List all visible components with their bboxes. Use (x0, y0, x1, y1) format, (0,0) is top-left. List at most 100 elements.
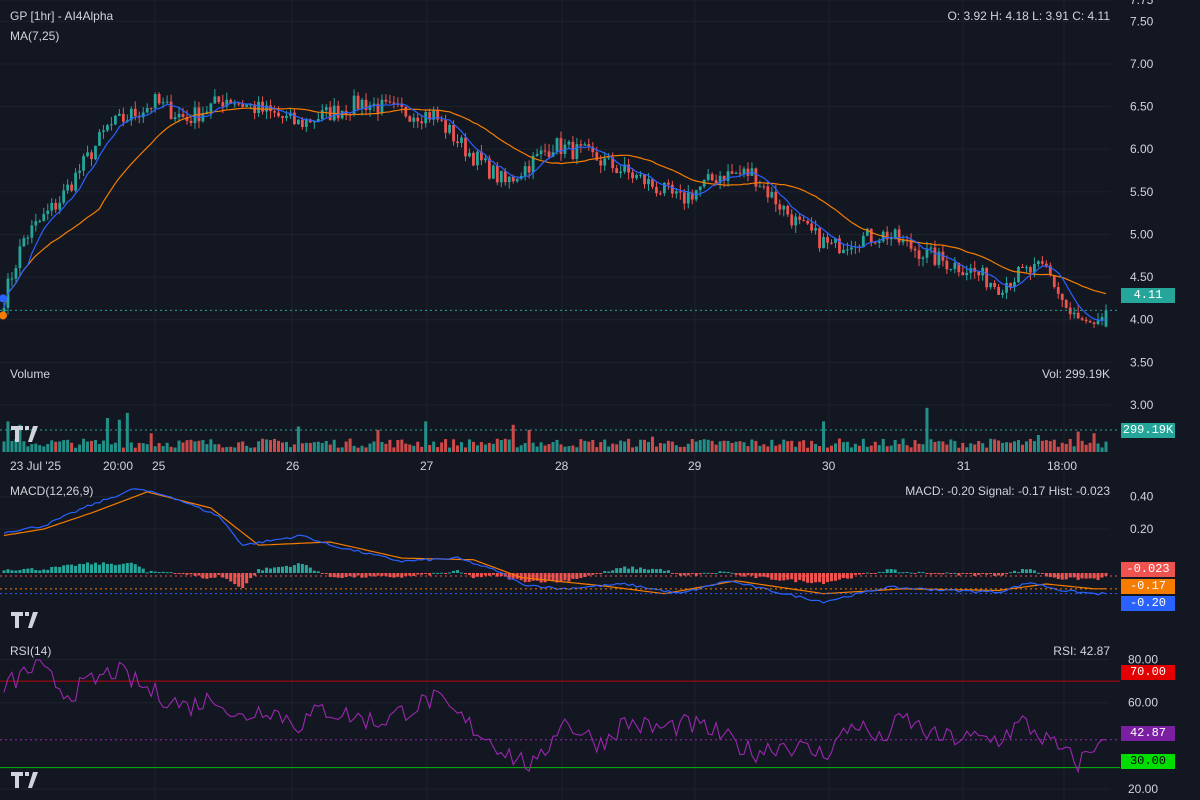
macd-hist-bar (273, 567, 277, 573)
volume-bar (316, 441, 320, 452)
candle-body (38, 220, 42, 222)
macd-hist-bar (86, 562, 90, 573)
volume-bar (714, 444, 718, 452)
macd-hist-bar (2, 570, 6, 573)
candle-body (814, 227, 817, 231)
candle-body (209, 103, 213, 112)
macd-hist-bar (889, 569, 893, 573)
macd-hist-bar (901, 572, 905, 574)
volume-bar (611, 443, 615, 452)
volume-bar (662, 443, 666, 452)
volume-bar (849, 447, 853, 452)
volume-bar (2, 441, 6, 452)
candle-body (480, 151, 483, 161)
volume-bar (364, 447, 368, 452)
volume-bar (615, 444, 619, 452)
candle-body (149, 107, 153, 109)
volume-bar (93, 439, 98, 452)
macd-hist-bar (619, 568, 623, 573)
volume-bar (265, 439, 269, 452)
candle-body (686, 192, 690, 204)
volume-bar (448, 447, 452, 452)
candle-body (997, 286, 1000, 295)
macd-hist-bar (738, 573, 742, 576)
candle-body (42, 213, 46, 221)
volume-bar (1001, 442, 1005, 452)
macd-hist-bar (384, 573, 388, 576)
volume-bar (137, 442, 141, 452)
candle-body (543, 150, 547, 152)
volume-bar (157, 443, 161, 452)
volume-bar (670, 441, 674, 452)
volume-bar (762, 444, 766, 452)
candle-body (145, 107, 149, 113)
macd-hist-bar (1016, 572, 1020, 574)
time-tick-label: 30 (822, 459, 836, 473)
volume-bar (6, 421, 10, 452)
volume-bar (503, 438, 507, 452)
candle-body (834, 238, 837, 244)
macd-hist-bar (161, 571, 165, 573)
volume-bar (412, 445, 416, 452)
macd-hist-bar (241, 573, 245, 589)
candle-body (289, 112, 292, 116)
macd-hist-bar (280, 566, 284, 573)
macd-hist-bar (316, 571, 320, 573)
candle-body (690, 192, 694, 200)
volume-bar (201, 439, 205, 452)
volume-bar (368, 443, 372, 452)
candle-body (893, 229, 897, 238)
volume-bar (46, 443, 50, 452)
candle-body (58, 202, 62, 210)
candle-body (909, 239, 913, 249)
volume-bar (818, 446, 822, 452)
volume-bar (527, 429, 531, 452)
candle-body (364, 99, 368, 111)
candle-body (376, 103, 380, 114)
candle-body (86, 152, 89, 157)
macd-hist-bar (742, 573, 746, 577)
macd-hist-bar (265, 567, 269, 573)
candle-body (933, 247, 937, 265)
candle-body (539, 150, 543, 154)
candle-body (50, 202, 54, 211)
macd-hist-bar (185, 573, 189, 575)
price-tick-label: 6.00 (1130, 142, 1154, 156)
candle-body (555, 138, 559, 153)
candle-body (869, 228, 873, 243)
volume-bar (666, 440, 670, 452)
candle-body (428, 112, 432, 120)
macd-hist-bar (1092, 573, 1096, 579)
candle-body (257, 101, 261, 114)
candle-body (217, 96, 221, 103)
candle-body (651, 179, 654, 187)
volume-bar (296, 426, 300, 452)
ohlc-readout: O: 3.92 H: 4.18 L: 3.91 C: 4.11 (947, 9, 1110, 23)
macd-hist-bar (62, 565, 66, 573)
candle-body (511, 176, 515, 182)
macd-hist-bar (1076, 573, 1080, 580)
macd-hist-bar (778, 573, 782, 581)
candle-body (121, 113, 125, 122)
candle-body (436, 110, 440, 120)
candle-body (897, 229, 901, 243)
volume-bar (276, 440, 281, 452)
macd-hist-bar (253, 573, 257, 576)
candle-body (611, 157, 615, 169)
candle-body (483, 158, 487, 161)
volume-bar (58, 441, 62, 452)
candle-body (1060, 293, 1064, 300)
macd-hist-bar (487, 573, 491, 576)
candle-body (770, 191, 774, 198)
macd-hist-bar (388, 573, 392, 578)
volume-bar (324, 440, 328, 452)
volume-bar (491, 443, 495, 452)
candle-body (476, 151, 479, 166)
volume-bar (631, 447, 635, 452)
candle-body (185, 117, 189, 121)
macd-hist-bar (177, 573, 181, 574)
candle-body (551, 152, 555, 157)
volume-bar (535, 446, 539, 452)
candle-body (102, 130, 105, 133)
volume-bar (86, 441, 90, 452)
